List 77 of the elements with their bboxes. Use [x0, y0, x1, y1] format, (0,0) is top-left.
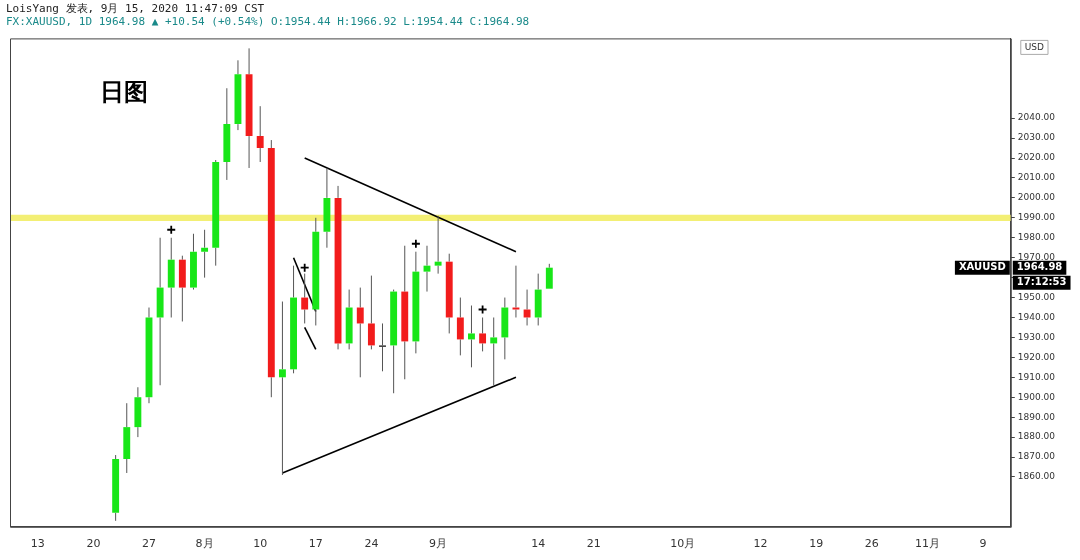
- y-tick-label: 1890.00: [1017, 411, 1056, 422]
- candlestick: [201, 229, 209, 279]
- x-tick-label: 21: [586, 537, 601, 551]
- y-tick-label: 1870.00: [1017, 451, 1056, 462]
- candlestick: [312, 217, 320, 326]
- candlestick: [156, 237, 164, 386]
- candlestick: [501, 297, 509, 360]
- candlestick: [468, 305, 475, 368]
- candlestick: [456, 297, 464, 356]
- candlestick: [390, 289, 398, 394]
- x-tick-label: 8月: [195, 537, 214, 551]
- x-tick-label: 11月: [914, 537, 940, 551]
- y-tick-label: 1910.00: [1017, 371, 1056, 382]
- y-tick-label: 1980.00: [1017, 232, 1056, 243]
- chart-subtitle: FX:XAUUSD, 1D 1964.98 ▲ +10.54 (+0.54%) O:1954.44 H:1966.92 L:1954.44 C:1964.98: [6, 15, 531, 28]
- candlestick: [134, 386, 142, 438]
- y-tick-label: 2030.00: [1017, 132, 1056, 143]
- y-tick-label: 1900.00: [1017, 391, 1056, 402]
- candlestick: [534, 273, 542, 326]
- candlestick: [290, 265, 297, 374]
- y-tick-label: 2010.00: [1017, 172, 1056, 183]
- x-tick-label: 27: [142, 537, 156, 551]
- y-tick-label: 2000.00: [1017, 192, 1056, 203]
- candlestick: [267, 139, 275, 398]
- annotation: 日图: [100, 77, 148, 106]
- x-tick-label: 13: [30, 537, 45, 551]
- x-tick-label: 17: [308, 537, 323, 551]
- y-tick-label: 1920.00: [1017, 351, 1056, 362]
- y-tick-label: 2040.00: [1017, 112, 1056, 123]
- y-tick-label: 1930.00: [1017, 331, 1056, 342]
- x-tick-label: 19: [809, 537, 824, 551]
- x-tick-label: 24: [364, 537, 379, 551]
- text: 1964.98: [1016, 261, 1063, 273]
- candlestick: [256, 105, 264, 163]
- x-tick-label: 9: [979, 537, 987, 551]
- annotation: XAUUSD: [958, 261, 1006, 273]
- x-tick-label: 20: [86, 537, 101, 551]
- point: [410, 238, 421, 249]
- x-tick-label: 10月: [670, 537, 696, 551]
- candlestick: [212, 159, 220, 267]
- text: 17:12:53: [1016, 276, 1067, 288]
- point: [299, 262, 310, 273]
- x-tick-label: 10: [253, 537, 268, 551]
- candlestick: [434, 215, 442, 275]
- candlestick: [178, 255, 186, 322]
- x-tick-label: 9月: [429, 537, 448, 551]
- chart-title: LoisYang 发表, 9月 15, 2020 11:47:09 CST: [6, 2, 266, 15]
- y-tick-label: 1860.00: [1017, 471, 1056, 482]
- candlestick: [345, 289, 353, 350]
- candlestick: [323, 167, 331, 249]
- candlestick: [479, 316, 487, 352]
- candlestick: [401, 245, 409, 380]
- candlestick: [223, 87, 231, 181]
- candlestick: [245, 47, 253, 169]
- candlestick: [445, 253, 453, 334]
- candlestick: [356, 287, 364, 378]
- candlestick: [367, 275, 375, 350]
- y-tick-label: 1940.00: [1017, 311, 1056, 322]
- candlestick: [412, 251, 420, 354]
- x-tick-label: 26: [864, 537, 879, 551]
- candlestick: [112, 454, 120, 522]
- x-tick-label: 14: [531, 537, 546, 551]
- candlestick: [123, 402, 131, 474]
- y-tick-label: 1880.00: [1017, 431, 1056, 442]
- y-axis-title: USD: [1024, 41, 1045, 52]
- x-tick-label: 12: [753, 537, 768, 551]
- candlestick: [301, 273, 309, 324]
- y-tick-label: 1970.00: [1017, 252, 1056, 263]
- candlestick: [490, 316, 498, 386]
- candlestick: [190, 233, 197, 291]
- candlestick: [379, 322, 386, 372]
- point: [166, 224, 177, 235]
- y-tick-label: 1990.00: [1017, 212, 1056, 223]
- candlestick: [167, 237, 175, 318]
- y-tick-label: 1950.00: [1017, 291, 1056, 302]
- candlestick: [278, 301, 286, 476]
- y-tick-label: 2020.00: [1017, 152, 1056, 163]
